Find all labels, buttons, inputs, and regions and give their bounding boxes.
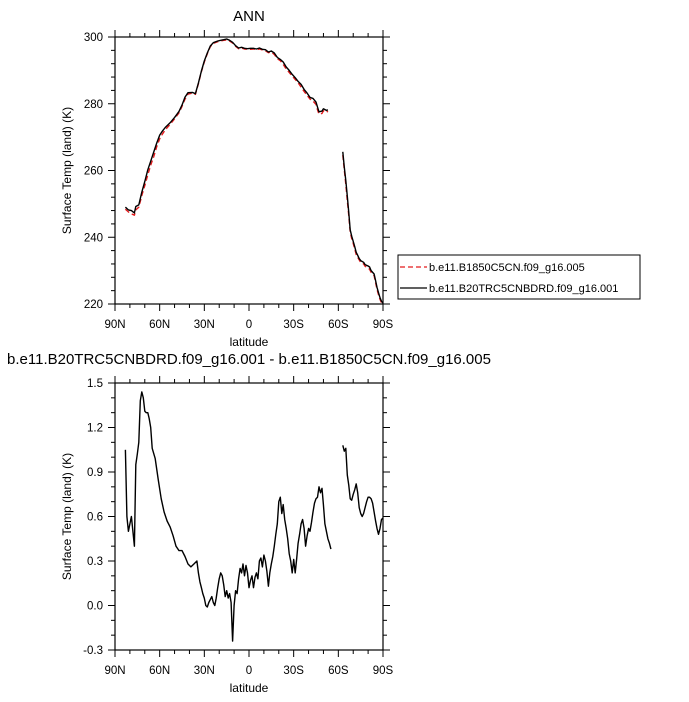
bottom-chart-title: b.e11.B20TRC5CNBDRD.f09_g16.001 - b.e11.… (7, 351, 491, 368)
bottom-y-tick-label: 0.9 (87, 467, 103, 479)
legend-label-2: b.e11.B20TRC5CNBDRD.f09_g16.001 (429, 283, 618, 295)
bottom-y-axis-label: Surface Temp (land) (K) (60, 453, 74, 580)
top-series-1-line-segment-2 (342, 155, 384, 305)
bottom-y-tick-label: 1.5 (87, 378, 103, 390)
top-chart-title: ANN (233, 8, 265, 25)
legend: b.e11.B1850C5CN.f09_g16.005 b.e11.B20TRC… (397, 254, 641, 300)
top-series-2-line-segment-1 (124, 38, 329, 214)
top-y-tick-label: 300 (84, 32, 103, 44)
top-x-tick-label: 90N (104, 319, 125, 331)
top-x-tick-label: 60S (328, 319, 349, 331)
top-x-tick-label: 30N (194, 319, 215, 331)
top-ticks-group: 90N 60N 30N 0 30S 60S 90S 220 240 260 280 300 (84, 30, 394, 331)
top-y-tick-label: 240 (84, 232, 103, 244)
bottom-y-tick-label: 0.0 (87, 601, 103, 613)
bottom-x-tick-label: 60N (149, 665, 170, 677)
legend-label-1: b.e11.B1850C5CN.f09_g16.005 (429, 262, 585, 274)
bottom-y-tick-label: 1.2 (87, 423, 103, 435)
bottom-series-1-line-segment-1 (124, 391, 332, 642)
bottom-x-tick-label: 30S (283, 665, 304, 677)
top-y-tick-label: 220 (84, 299, 103, 311)
legend-box (397, 254, 641, 300)
bottom-x-tick-label: 90S (373, 665, 394, 677)
top-series-group (124, 38, 384, 305)
top-series-2-line-segment-2 (342, 151, 384, 304)
bottom-y-tick-label: 0.6 (87, 512, 103, 524)
bottom-ticks-group: 90N 60N 30N 0 30S 60S 90S -0.3 0.0 0.3 0.6 0.9 1.2 1.… (83, 376, 394, 677)
top-x-axis-label: latitude (230, 335, 269, 349)
bottom-y-tick-label: 0.3 (87, 556, 103, 568)
bottom-x-axis-label: latitude (230, 681, 269, 695)
top-y-axis-label: Surface Temp (land) (K) (60, 107, 74, 234)
bottom-line-chart: b.e11.B20TRC5CNBDRD.f09_g16.001 - b.e11.… (7, 351, 491, 695)
top-x-tick-label: 0 (246, 319, 252, 331)
top-y-tick-label: 260 (84, 166, 103, 178)
bottom-series-group (124, 391, 384, 642)
top-plot-frame (114, 36, 384, 305)
bottom-plot-frame (114, 382, 384, 651)
top-y-tick-label: 280 (84, 99, 103, 111)
top-x-tick-label: 90S (373, 319, 394, 331)
bottom-x-tick-label: 90N (104, 665, 125, 677)
bottom-x-tick-label: 60S (328, 665, 349, 677)
bottom-x-tick-label: 0 (246, 665, 252, 677)
top-x-tick-label: 60N (149, 319, 170, 331)
bottom-x-tick-label: 30N (194, 665, 215, 677)
bottom-series-1-line-segment-2 (342, 445, 384, 535)
top-series-1-line-segment-1 (124, 39, 329, 216)
top-x-tick-label: 30S (283, 319, 304, 331)
top-line-chart: ANN 90N 60N 30N 0 30S 60S 90S 220 240 260 280 300 l… (60, 8, 394, 349)
bottom-y-tick-label: -0.3 (83, 645, 103, 657)
